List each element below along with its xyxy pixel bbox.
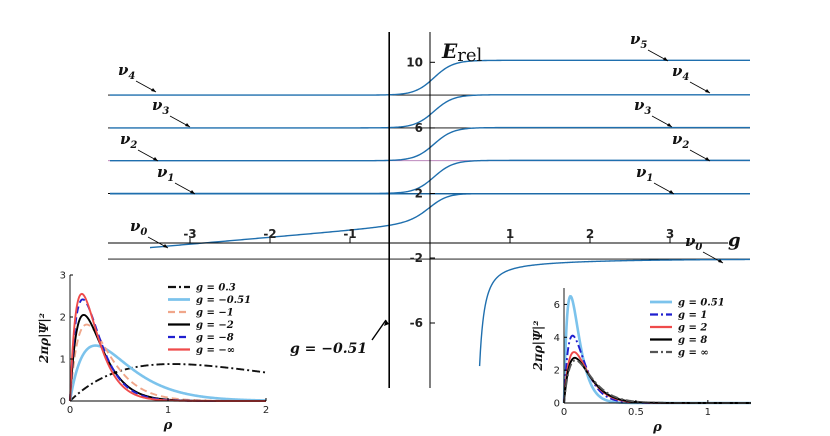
- legend-label-1: g = 1: [678, 310, 707, 321]
- level-arrowhead-6: [669, 190, 674, 194]
- inset-x-label: ρ: [163, 418, 173, 433]
- inset-x-tick-label-0: 0: [67, 405, 73, 416]
- level-label-right-1: ν1: [636, 163, 653, 184]
- level-label-left-2: ν2: [120, 130, 137, 151]
- legend-label-0: g = 0.3: [196, 283, 236, 294]
- inset-x-tick-label-2: 1: [705, 407, 711, 418]
- level-label-right-0: ν0: [685, 232, 702, 253]
- vertical-marker-arrowhead: [384, 320, 389, 326]
- inset-x-label: ρ: [652, 420, 662, 435]
- vertical-marker-label: g = −0.51: [290, 341, 367, 357]
- level-arrowhead-9: [705, 89, 710, 93]
- level-label-left-1: ν1: [157, 163, 174, 184]
- inset-y-tick-label-3: 6: [554, 300, 560, 311]
- legend-label-4: g = −8: [196, 333, 234, 344]
- inset-y-label: 2πρ|Ψ|²: [531, 320, 545, 371]
- y-tick-label-1: -2: [410, 251, 423, 265]
- inset-y-label: 2πρ|Ψ|²: [37, 313, 51, 364]
- level-arrowhead-10: [663, 57, 668, 61]
- legend-label-1: g = −0.51: [196, 295, 251, 306]
- inset-y-tick-label-0: 0: [60, 397, 66, 408]
- level-label-left-0: ν0: [130, 217, 147, 238]
- legend-label-3: g = 8: [678, 335, 707, 346]
- energy-curve-bound: [478, 258, 751, 367]
- energy-curve-ground-left: [149, 193, 750, 249]
- vertical-marker-arrow: [371, 319, 387, 341]
- level-label-right-3: ν3: [634, 96, 651, 117]
- series-line-4: [563, 359, 751, 404]
- level-arrowhead-3: [185, 123, 190, 127]
- series-line-0: [69, 363, 267, 402]
- legend-label-5: g = −∞: [196, 345, 235, 356]
- x-tick-label-4: 2: [586, 227, 594, 241]
- inset-y-tick-label-0: 0: [554, 399, 560, 410]
- inset-x-tick-label-2: 2: [263, 405, 269, 416]
- level-arrowhead-8: [667, 123, 672, 127]
- level-arrowhead-2: [153, 157, 158, 161]
- y-tick-label-3: 6: [415, 121, 423, 135]
- level-arrowhead-4: [151, 88, 156, 92]
- inset-density-right: 0 0.5 1 0 2 4 6 ρ 2πρ|Ψ|² g = 0.51g = 1 g = 2g = 8…: [531, 288, 751, 435]
- level-label-right-2: ν2: [672, 130, 689, 151]
- x-tick-label-5: 3: [666, 227, 674, 241]
- x-tick-label-3: 1: [506, 227, 514, 241]
- inset-x-tick-label-0: 0: [561, 407, 567, 418]
- level-label-left-4: ν4: [118, 61, 135, 82]
- y-axis-label: Erel: [441, 39, 483, 66]
- inset-y-tick-label-2: 4: [554, 333, 560, 344]
- level-arrowhead-0: [163, 244, 168, 248]
- inset-y-tick-label-1: 2: [554, 366, 560, 377]
- y-tick-label-0: -6: [410, 316, 423, 330]
- y-tick-label-4: 10: [406, 55, 423, 69]
- level-arrowhead-1: [190, 190, 195, 194]
- legend-label-2: g = 2: [678, 323, 707, 334]
- energy-spectrum-chart: -3 -2 -1 1 2 3 -6 -2 2 6 10 Erel g g = −0.51 ν0 ν1 ν2 ν3 ν…: [108, 30, 751, 388]
- inset-y-tick-label-1: 1: [60, 355, 66, 366]
- legend-label-2: g = −1: [196, 308, 234, 319]
- x-tick-label-2: -1: [343, 227, 356, 241]
- legend-label-4: g = ∞: [678, 348, 709, 359]
- level-arrowhead-5: [718, 259, 723, 263]
- inset-x-tick-label-1: 1: [165, 405, 171, 416]
- x-tick-label-1: -2: [263, 227, 276, 241]
- inset-y-tick-label-2: 2: [60, 313, 66, 324]
- legend-label-0: g = 0.51: [678, 298, 725, 309]
- y-tick-label-2: 2: [415, 187, 423, 201]
- level-label-right-5: ν5: [630, 30, 647, 51]
- level-label-right-4: ν4: [672, 62, 689, 83]
- x-tick-label-0: -3: [183, 227, 196, 241]
- inset-x-tick-label-1: 0.5: [628, 407, 644, 418]
- x-axis-label: g: [728, 230, 741, 251]
- inset-y-tick-label-3: 3: [60, 271, 66, 282]
- legend-label-3: g = −2: [196, 320, 234, 331]
- level-arrowhead-7: [705, 157, 710, 161]
- level-label-left-3: ν3: [152, 96, 169, 117]
